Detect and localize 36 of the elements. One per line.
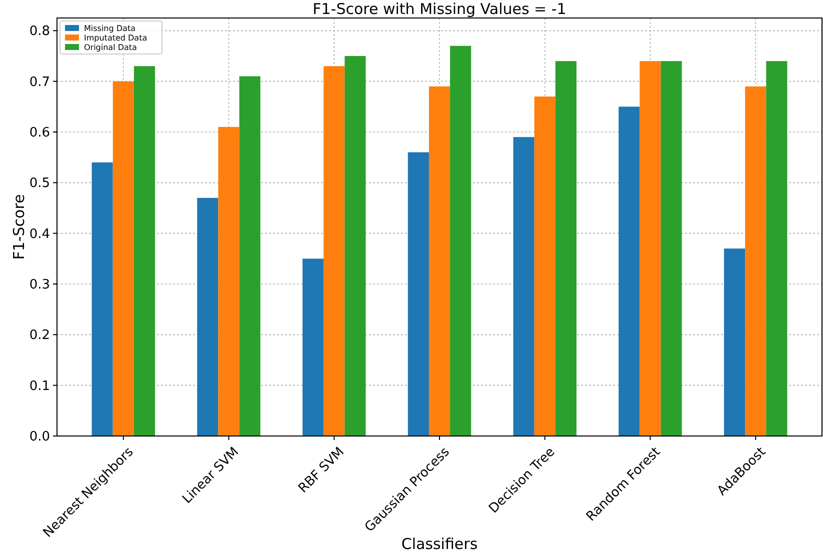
bar [618, 106, 640, 436]
x-axis-title: Classifiers [401, 535, 478, 553]
bar [450, 46, 472, 436]
bar [197, 198, 218, 436]
legend-label: Original Data [84, 42, 138, 52]
legend-label: Imputated Data [84, 33, 148, 42]
y-tick-label: 0.2 [29, 328, 50, 344]
bar [724, 248, 746, 436]
bar [112, 81, 134, 436]
bar [555, 61, 576, 436]
bar [745, 86, 766, 436]
y-tick-label: 0.3 [29, 278, 50, 293]
y-tick-label: 0.6 [29, 126, 50, 141]
y-tick-label: 0.4 [29, 226, 50, 242]
bar [408, 152, 429, 436]
legend-label: Missing Data [84, 24, 136, 33]
bar [513, 137, 534, 436]
bar [218, 126, 240, 436]
bar [239, 76, 260, 436]
bar [660, 61, 682, 436]
bar [344, 56, 366, 436]
bar [534, 96, 556, 436]
bar [92, 162, 113, 436]
y-tick-label: 0.0 [29, 430, 50, 445]
y-axis-title: F1-Score [10, 194, 28, 260]
bar [302, 258, 324, 436]
y-tick-label: 0.7 [29, 74, 50, 90]
y-tick-label: 0.5 [29, 176, 50, 192]
bar [428, 86, 450, 436]
chart-title: F1-Score with Missing Values = -1 [312, 0, 566, 18]
bar [324, 66, 345, 436]
y-tick-label: 0.1 [29, 378, 50, 394]
bar [134, 66, 155, 436]
bar [640, 61, 661, 436]
y-tick-label: 0.8 [29, 24, 50, 40]
bar [766, 61, 788, 436]
